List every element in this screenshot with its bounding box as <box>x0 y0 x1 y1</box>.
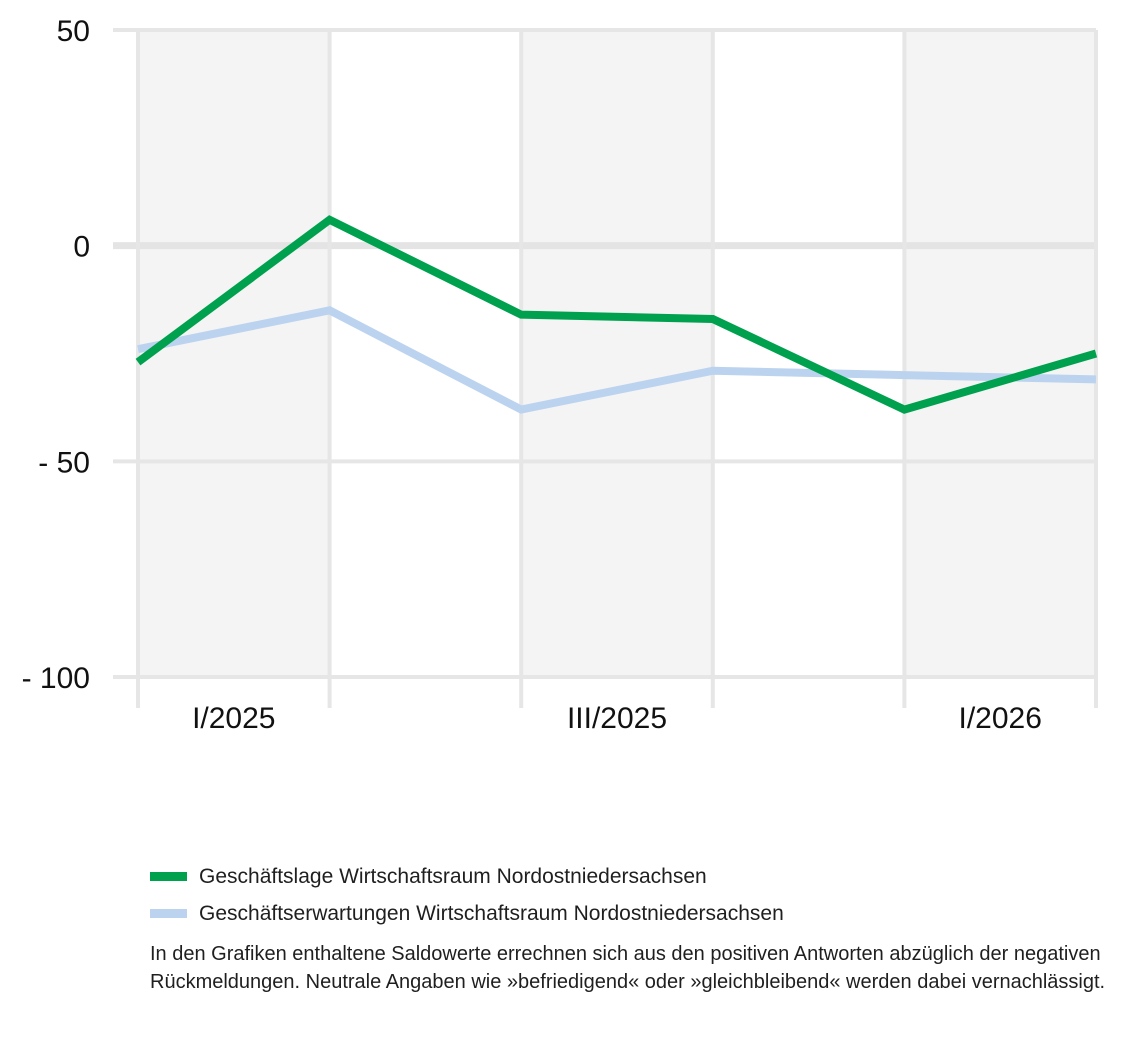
legend-item-geschaeftserwartungen: Geschäftserwartungen Wirtschaftsraum Nor… <box>150 895 1110 932</box>
y-tick-label-1: 0 <box>73 231 90 264</box>
chart: 50 0 - 50 - 100 I/2025 III/2025 I/2026 <box>22 15 1098 735</box>
legend: Geschäftslage Wirtschaftsraum Nordostnie… <box>150 858 1110 932</box>
series-line-0 <box>135 215 1098 414</box>
y-axis-tick-labels: 50 0 - 50 - 100 <box>22 15 90 695</box>
x-axis-tick-labels: I/2025 III/2025 I/2026 <box>192 702 1042 735</box>
series-line-1 <box>137 306 1097 414</box>
x-tick-label-1: III/2025 <box>567 702 667 735</box>
y-tick-label-3: - 100 <box>22 662 90 695</box>
horizontal-gridlines <box>113 28 1096 679</box>
y-tick-label-0: 50 <box>57 15 90 48</box>
band-2 <box>521 30 713 677</box>
band-0 <box>138 30 330 677</box>
x-tick-label-2: I/2026 <box>958 702 1041 735</box>
vertical-gridlines <box>136 30 1098 708</box>
legend-label-geschaeftserwartungen: Geschäftserwartungen Wirtschaftsraum Nor… <box>199 901 784 925</box>
background-bands <box>138 30 1096 677</box>
series-lines <box>135 215 1098 414</box>
legend-swatch-geschaeftslage <box>150 872 187 881</box>
legend-swatch-geschaeftserwartungen <box>150 909 187 918</box>
band-4 <box>904 30 1096 677</box>
legend-item-geschaeftslage: Geschäftslage Wirtschaftsraum Nordostnie… <box>150 858 1110 895</box>
y-tick-label-2: - 50 <box>38 446 90 479</box>
footnote: In den Grafiken enthaltene Saldowerte er… <box>150 943 1106 993</box>
legend-label-geschaeftslage: Geschäftslage Wirtschaftsraum Nordostnie… <box>199 864 707 888</box>
x-tick-label-0: I/2025 <box>192 702 275 735</box>
